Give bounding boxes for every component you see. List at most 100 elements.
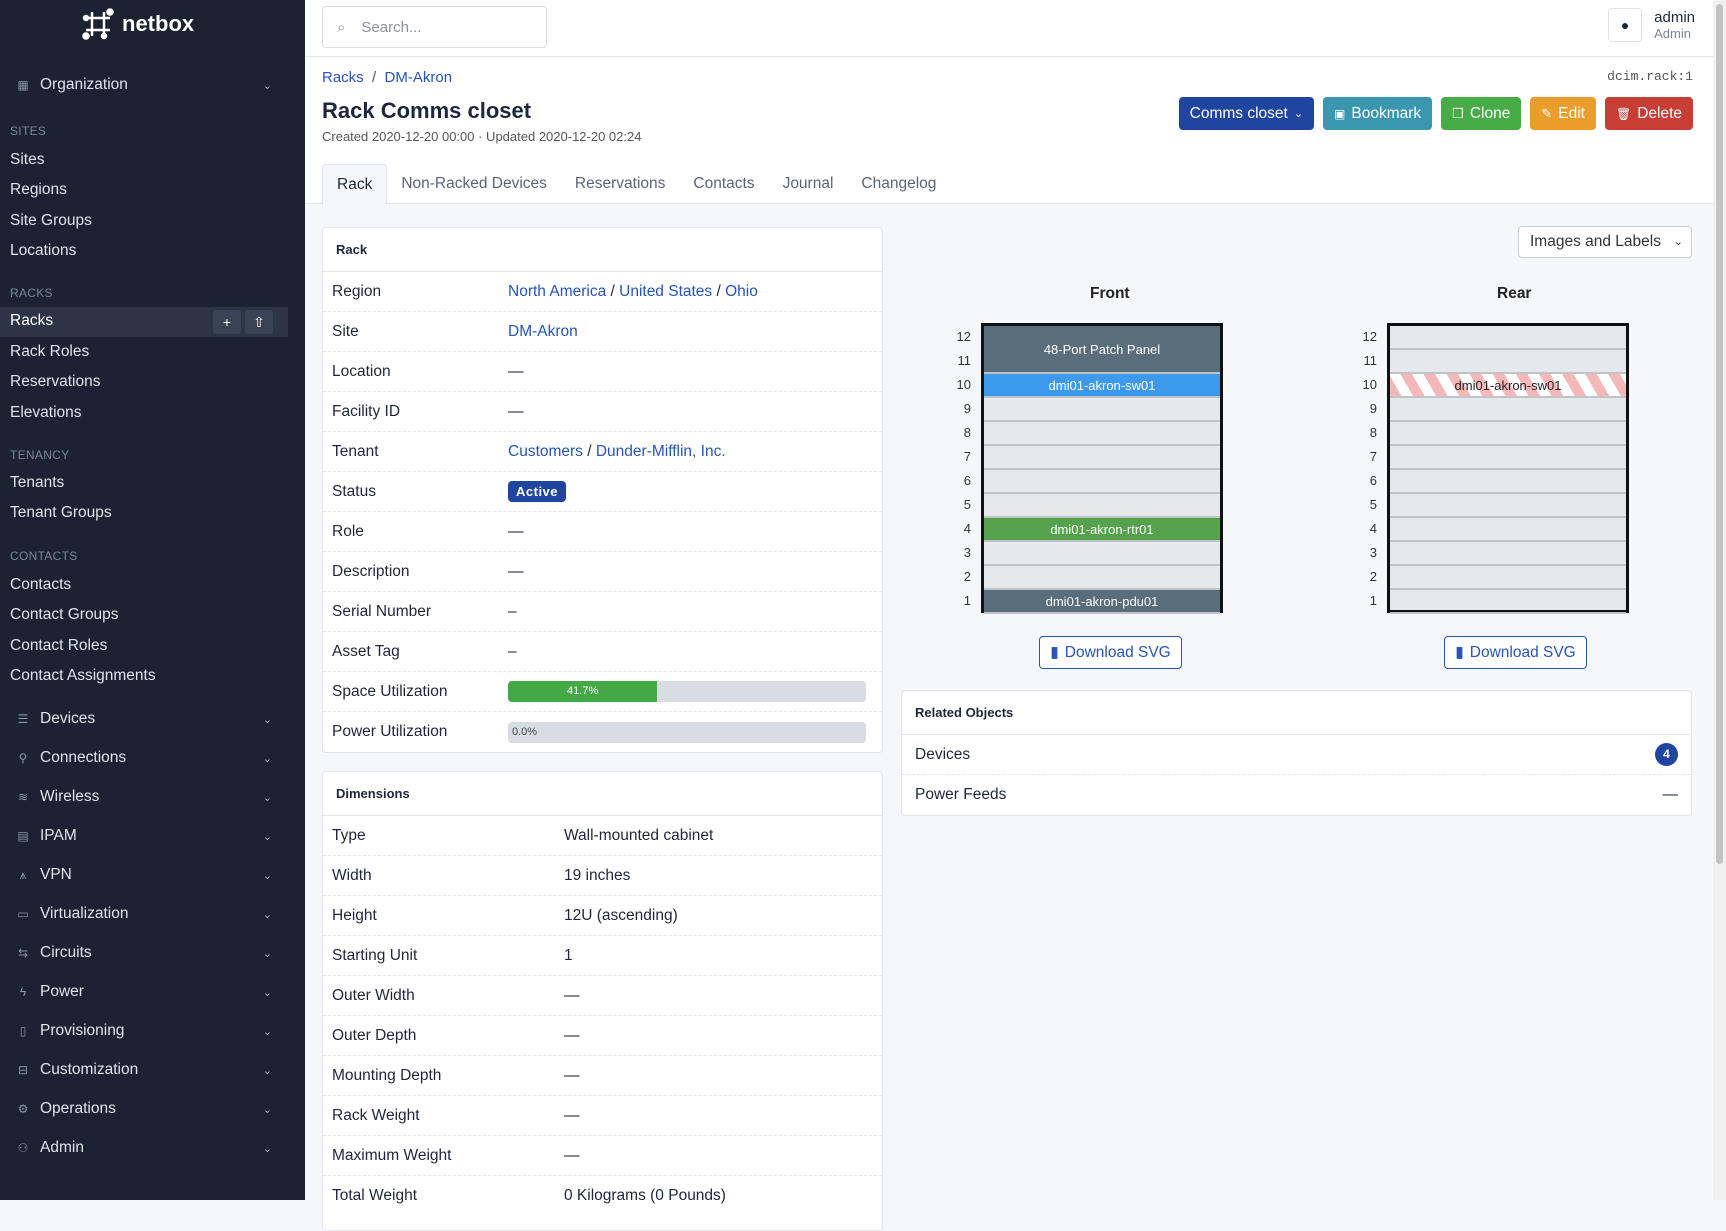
row-facility-id: Facility ID — bbox=[323, 392, 882, 432]
card-title: Rack bbox=[323, 228, 882, 272]
value: — bbox=[564, 1146, 580, 1164]
rack-unit-slot[interactable] bbox=[984, 566, 1220, 590]
unit-number: 10 bbox=[956, 377, 971, 392]
value: — bbox=[508, 562, 524, 580]
tab-reservations[interactable]: Reservations bbox=[574, 175, 666, 192]
rack-unit-slot[interactable] bbox=[1390, 542, 1626, 566]
tab-changelog[interactable]: Changelog bbox=[861, 175, 937, 192]
rack-unit-slot[interactable] bbox=[984, 494, 1220, 518]
sidebar-item-rack-roles[interactable]: Rack Roles bbox=[10, 343, 90, 360]
sidebar-item-sites[interactable]: Sites bbox=[10, 151, 45, 168]
tab-journal[interactable]: Journal bbox=[782, 175, 834, 192]
rack-unit-slot[interactable] bbox=[1390, 398, 1626, 422]
label: Status bbox=[332, 482, 376, 500]
rack-device[interactable]: dmi01-akron-pdu01 bbox=[984, 590, 1220, 614]
region-link[interactable]: Ohio bbox=[725, 282, 758, 300]
rack-unit-slot[interactable] bbox=[984, 398, 1220, 422]
select-value: Images and Labels bbox=[1530, 233, 1661, 250]
sidebar-group-circuits[interactable]: ⇆ Circuits ⌄ bbox=[0, 936, 288, 970]
related-devices[interactable]: Devices 4 bbox=[902, 735, 1691, 775]
download-front-svg-button[interactable]: ▮ Download SVG bbox=[1039, 636, 1182, 669]
region-link[interactable]: North America bbox=[508, 282, 607, 300]
rack-unit-slot[interactable] bbox=[1390, 446, 1626, 470]
breadcrumb: Racks / DM-Akron bbox=[322, 69, 453, 86]
tab-rack[interactable]: Rack bbox=[322, 164, 388, 204]
sidebar-group-admin[interactable]: ⚇ Admin ⌄ bbox=[0, 1131, 288, 1165]
trash-icon: 🗑 bbox=[1615, 106, 1632, 121]
tenant-link[interactable]: Dunder-Mifflin, Inc. bbox=[595, 442, 726, 460]
breadcrumb-racks[interactable]: Racks bbox=[322, 69, 364, 86]
sidebar-group-operations[interactable]: ⚙ Operations ⌄ bbox=[0, 1092, 288, 1126]
rack-device[interactable]: dmi01-akron-sw01 bbox=[984, 374, 1220, 398]
rack-unit-slot[interactable] bbox=[1390, 590, 1626, 614]
sidebar-group-wireless[interactable]: ≋ Wireless ⌄ bbox=[0, 780, 288, 814]
sidebar-group-provisioning[interactable]: ▯ Provisioning ⌄ bbox=[0, 1014, 288, 1048]
rack-device[interactable]: dmi01-akron-rtr01 bbox=[984, 518, 1220, 542]
rack-unit-slot[interactable] bbox=[1390, 494, 1626, 518]
sidebar-item-racks[interactable]: Racks bbox=[10, 312, 54, 329]
rack-unit-slot[interactable] bbox=[984, 470, 1220, 494]
sidebar-item-contact-roles[interactable]: Contact Roles bbox=[10, 637, 108, 654]
rack-unit-slot[interactable] bbox=[1390, 470, 1626, 494]
bookmark-button[interactable]: ▣ Bookmark bbox=[1323, 97, 1433, 130]
sidebar-item-contacts[interactable]: Contacts bbox=[10, 576, 72, 593]
clone-button[interactable]: ❐ Clone bbox=[1441, 97, 1522, 130]
site-link[interactable]: DM-Akron bbox=[508, 322, 578, 340]
rack-unit-slot[interactable] bbox=[984, 542, 1220, 566]
unit-number: 1 bbox=[1369, 593, 1377, 608]
import-racks-button[interactable]: ⇧ bbox=[245, 310, 273, 334]
sidebar-item-regions[interactable]: Regions bbox=[10, 181, 67, 198]
rack-unit-slot[interactable] bbox=[1390, 350, 1626, 374]
front-title: Front bbox=[1090, 285, 1130, 302]
rack-unit-slot[interactable] bbox=[1390, 518, 1626, 542]
row-status: Status Active bbox=[323, 472, 882, 512]
theme-toggle-lightbulb-icon[interactable]: ● bbox=[1608, 8, 1643, 42]
row-serial-number: Serial Number – bbox=[323, 592, 882, 632]
user-menu[interactable]: ● admin Admin bbox=[1608, 8, 1695, 42]
delete-button[interactable]: 🗑 Delete bbox=[1604, 97, 1693, 130]
sidebar-group-virtualization[interactable]: ▭ Virtualization ⌄ bbox=[0, 897, 288, 931]
cogs-icon: ⚙ bbox=[17, 1102, 29, 1116]
rack-device[interactable]: 48-Port Patch Panel bbox=[984, 326, 1220, 374]
rack-unit-slot[interactable] bbox=[1390, 422, 1626, 446]
sidebar-group-organization[interactable]: ▦ Organization ⌄ bbox=[0, 68, 288, 102]
rack-device[interactable]: dmi01-akron-sw01 bbox=[1390, 374, 1626, 398]
rack-unit-slot[interactable] bbox=[984, 446, 1220, 470]
sidebar-group-ipam[interactable]: ▤ IPAM ⌄ bbox=[0, 819, 288, 853]
rack-unit-slot[interactable] bbox=[1390, 566, 1626, 590]
value: 19 inches bbox=[564, 866, 631, 884]
region-link[interactable]: United States bbox=[619, 282, 713, 300]
sidebar-group-devices[interactable]: ☰ Devices ⌄ bbox=[0, 702, 288, 736]
sidebar-group-customization[interactable]: ⊟ Customization ⌄ bbox=[0, 1053, 288, 1087]
download-rear-svg-button[interactable]: ▮ Download SVG bbox=[1444, 636, 1587, 669]
sidebar-group-vpn[interactable]: ⩚ VPN ⌄ bbox=[0, 858, 288, 892]
related-label[interactable]: Devices bbox=[915, 745, 971, 763]
sidebar-item-contact-groups[interactable]: Contact Groups bbox=[10, 606, 119, 623]
rack-unit-slot[interactable] bbox=[984, 422, 1220, 446]
add-rack-button[interactable]: + bbox=[213, 310, 241, 334]
scrollbar[interactable] bbox=[1713, 0, 1726, 1200]
breadcrumb-site[interactable]: DM-Akron bbox=[384, 69, 453, 86]
sidebar-item-tenant-groups[interactable]: Tenant Groups bbox=[10, 504, 112, 521]
sidebar-item-locations[interactable]: Locations bbox=[10, 242, 77, 259]
row-outer-depth: Outer Depth — bbox=[323, 1016, 882, 1056]
sidebar-item-reservations[interactable]: Reservations bbox=[10, 373, 101, 390]
sidebar-item-elevations[interactable]: Elevations bbox=[10, 404, 82, 421]
tenant-group-link[interactable]: Customers bbox=[508, 442, 583, 460]
tab-contacts[interactable]: Contacts bbox=[693, 175, 755, 192]
scrollbar-thumb[interactable] bbox=[1716, 4, 1723, 864]
rack-select-dropdown[interactable]: Comms closet ⌄ bbox=[1178, 97, 1315, 130]
edit-button[interactable]: ✎ Edit bbox=[1530, 97, 1596, 130]
sidebar-group-connections[interactable]: ⚲ Connections ⌄ bbox=[0, 741, 288, 775]
sidebar-item-site-groups[interactable]: Site Groups bbox=[10, 212, 92, 229]
search-input[interactable]: ⌕ Search... bbox=[322, 6, 547, 48]
sidebar-item-tenants[interactable]: Tenants bbox=[10, 474, 65, 491]
elevation-view-select[interactable]: Images and Labels ⌄ bbox=[1518, 226, 1692, 258]
netbox-logo[interactable]: netbox bbox=[82, 8, 194, 40]
sidebar-item-contact-assignments[interactable]: Contact Assignments bbox=[10, 667, 156, 684]
sidebar-group-power[interactable]: ϟ Power ⌄ bbox=[0, 975, 288, 1009]
related-power-feeds[interactable]: Power Feeds — bbox=[902, 775, 1691, 815]
section-header: CONTACTS bbox=[10, 549, 78, 563]
tab-non-racked-devices[interactable]: Non-Racked Devices bbox=[401, 175, 547, 192]
rack-unit-slot[interactable] bbox=[1390, 326, 1626, 350]
